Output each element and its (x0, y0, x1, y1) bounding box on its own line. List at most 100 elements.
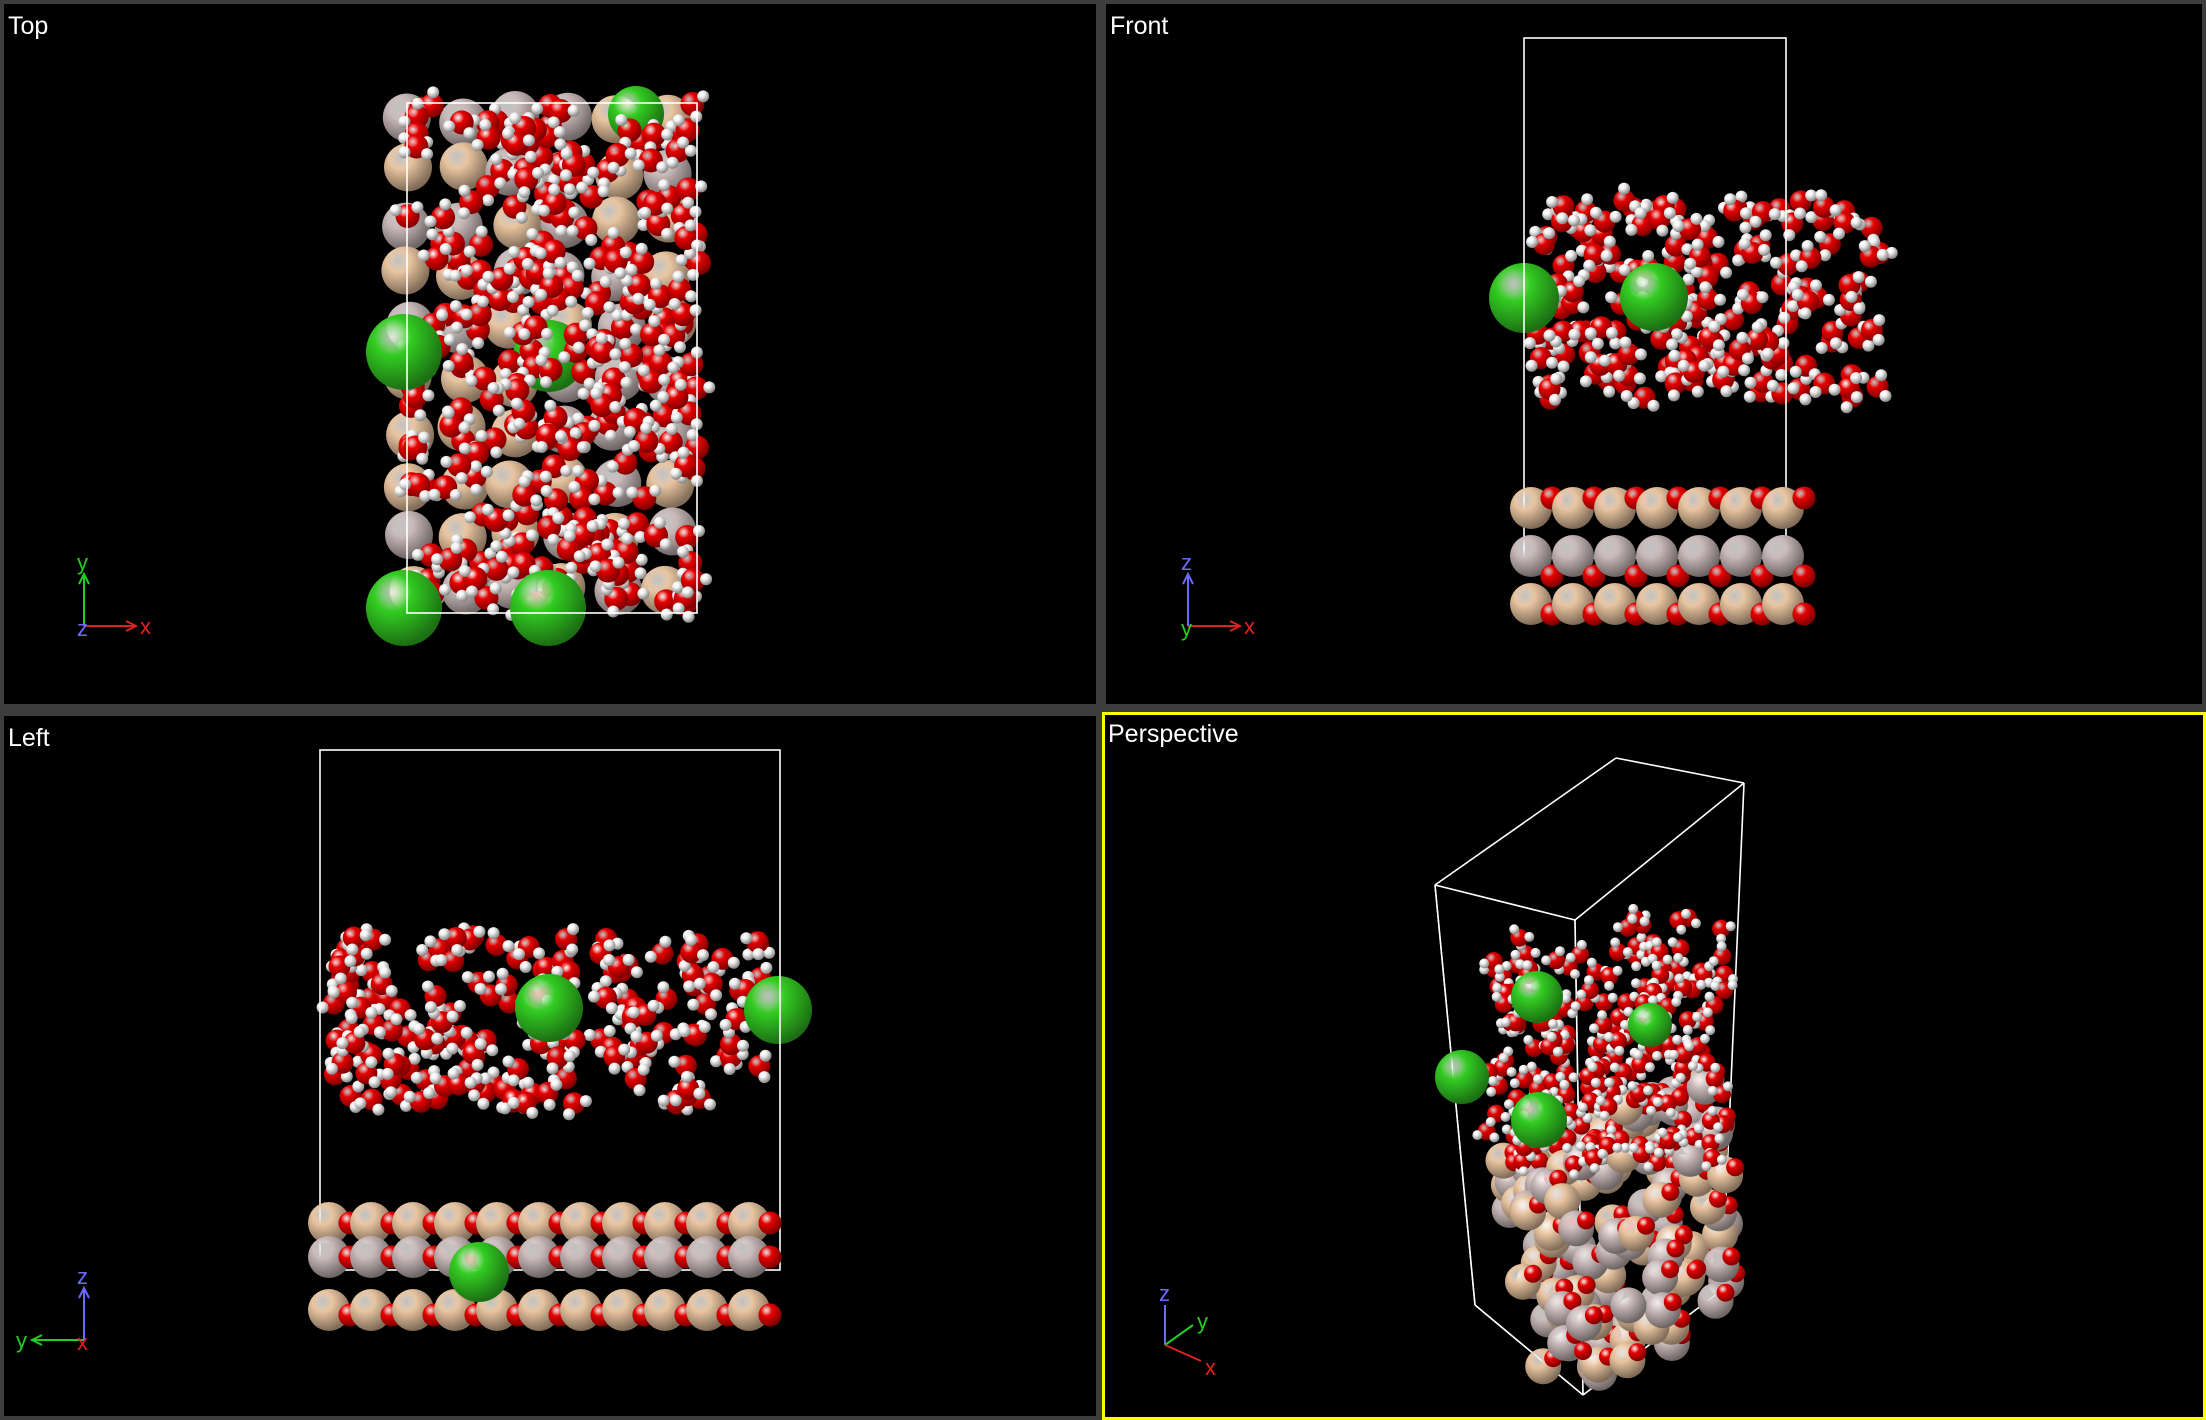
axis-triad: y z x (16, 1264, 90, 1355)
oxygen-atom (1574, 1342, 1592, 1360)
hydrogen-atom (672, 602, 685, 615)
hydrogen-atom (647, 999, 660, 1012)
hydrogen-atom (576, 181, 589, 194)
hydrogen-atom (656, 161, 669, 174)
molecular-scene-front[interactable]: x z y (1106, 4, 2202, 704)
hydrogen-atom (1682, 273, 1695, 286)
hydrogen-atom (573, 550, 586, 563)
hydrogen-atom (693, 1087, 706, 1100)
hydrogen-atom (686, 429, 699, 441)
substrate-atom (644, 1289, 686, 1331)
hydrogen-atom (1485, 1117, 1496, 1127)
hydrogen-atom (634, 567, 647, 580)
hydrogen-atom (463, 245, 476, 258)
hydrogen-atom (618, 361, 631, 374)
oxygen-atom (449, 350, 474, 375)
hydrogen-atom (435, 954, 448, 967)
hydrogen-atom (465, 374, 478, 387)
oxygen-atom (746, 931, 769, 954)
hydrogen-atom (728, 977, 741, 990)
oxygen-atom (758, 1303, 782, 1327)
hydrogen-atom (1613, 369, 1626, 382)
hydrogen-atom (758, 1071, 771, 1084)
hydrogen-atom (1631, 978, 1641, 989)
oxygen-atom (1564, 1155, 1583, 1174)
molecular-scene-left[interactable]: y z x (4, 716, 1096, 1416)
hydrogen-atom (1555, 1071, 1566, 1082)
hydrogen-atom (1693, 1123, 1704, 1134)
hydrogen-atom (763, 946, 776, 959)
hydrogen-atom (560, 147, 573, 160)
hydrogen-atom (1546, 356, 1558, 369)
hydrogen-atom (1605, 327, 1618, 339)
hydrogen-atom (1702, 1007, 1713, 1018)
hydrogen-atom (399, 478, 412, 491)
hydrogen-atom (1740, 207, 1752, 220)
hydrogen-atom (1591, 337, 1604, 350)
hydrogen-atom (649, 484, 662, 497)
hydrogen-atom (495, 550, 508, 563)
hydrogen-atom (458, 442, 471, 455)
hydrogen-atom (648, 315, 661, 328)
hydrogen-atom (659, 538, 672, 551)
hydrogen-atom (740, 932, 753, 945)
hydrogen-atom (1576, 989, 1587, 1000)
hydrogen-atom (540, 485, 553, 497)
hydrogen-atom (723, 1063, 736, 1075)
hydrogen-atom (365, 1006, 378, 1019)
hydrogen-atom (526, 529, 538, 542)
hydrogen-atom (658, 179, 671, 192)
hydrogen-atom (490, 540, 503, 553)
hydrogen-atom (522, 1076, 535, 1089)
hydrogen-atom (583, 257, 596, 270)
hydrogen-atom (583, 377, 596, 390)
hydrogen-atom (346, 943, 359, 956)
hydrogen-atom (1634, 207, 1647, 220)
hydrogen-atom (465, 585, 478, 598)
hydrogen-atom (475, 430, 488, 442)
hydrogen-atom (1569, 1169, 1580, 1180)
hydrogen-atom (1472, 1130, 1483, 1141)
hydrogen-atom (563, 1108, 575, 1121)
hydrogen-atom (449, 489, 462, 501)
hydrogen-atom (1570, 969, 1580, 980)
hydrogen-atom (1489, 1132, 1500, 1143)
substrate-atom (308, 1202, 350, 1244)
molecular-scene-perspective[interactable]: z yx (1105, 715, 2203, 1417)
hydrogen-atom (1491, 991, 1502, 1002)
hydrogen-atom (1691, 238, 1704, 251)
substrate-atom-gray (308, 1236, 350, 1278)
hydrogen-atom (1707, 1105, 1718, 1116)
hydrogen-atom (1701, 1161, 1712, 1172)
hydrogen-atom (707, 961, 720, 974)
oxygen-atom (627, 273, 652, 298)
hydrogen-atom (1549, 393, 1561, 406)
hydrogen-atom (1725, 921, 1736, 932)
hydrogen-atom (1680, 310, 1693, 323)
hydrogen-atom (1783, 229, 1796, 242)
hydrogen-atom (1805, 211, 1818, 224)
hydrogen-atom (1587, 1062, 1598, 1073)
hydrogen-atom (607, 226, 620, 239)
hydrogen-atom (693, 977, 706, 990)
hydrogen-atom (440, 455, 453, 468)
hydrogen-atom (605, 1002, 618, 1015)
hydrogen-atom (569, 427, 582, 440)
hydrogen-atom (353, 1025, 366, 1038)
oxygen-atom (1716, 1283, 1735, 1302)
hydrogen-atom (480, 465, 493, 478)
hydrogen-atom (566, 943, 579, 956)
hydrogen-atom (1668, 349, 1681, 362)
hydrogen-atom (599, 275, 612, 288)
substrate-atom (728, 1202, 770, 1244)
oxygen-atom (1674, 1226, 1693, 1245)
molecular-scene-top[interactable]: x y z (4, 4, 1096, 704)
hydrogen-atom (1710, 981, 1721, 991)
hydrogen-atom (577, 387, 590, 400)
substrate-atom-gray (518, 1236, 560, 1278)
oxygen-atom (1506, 1013, 1525, 1032)
